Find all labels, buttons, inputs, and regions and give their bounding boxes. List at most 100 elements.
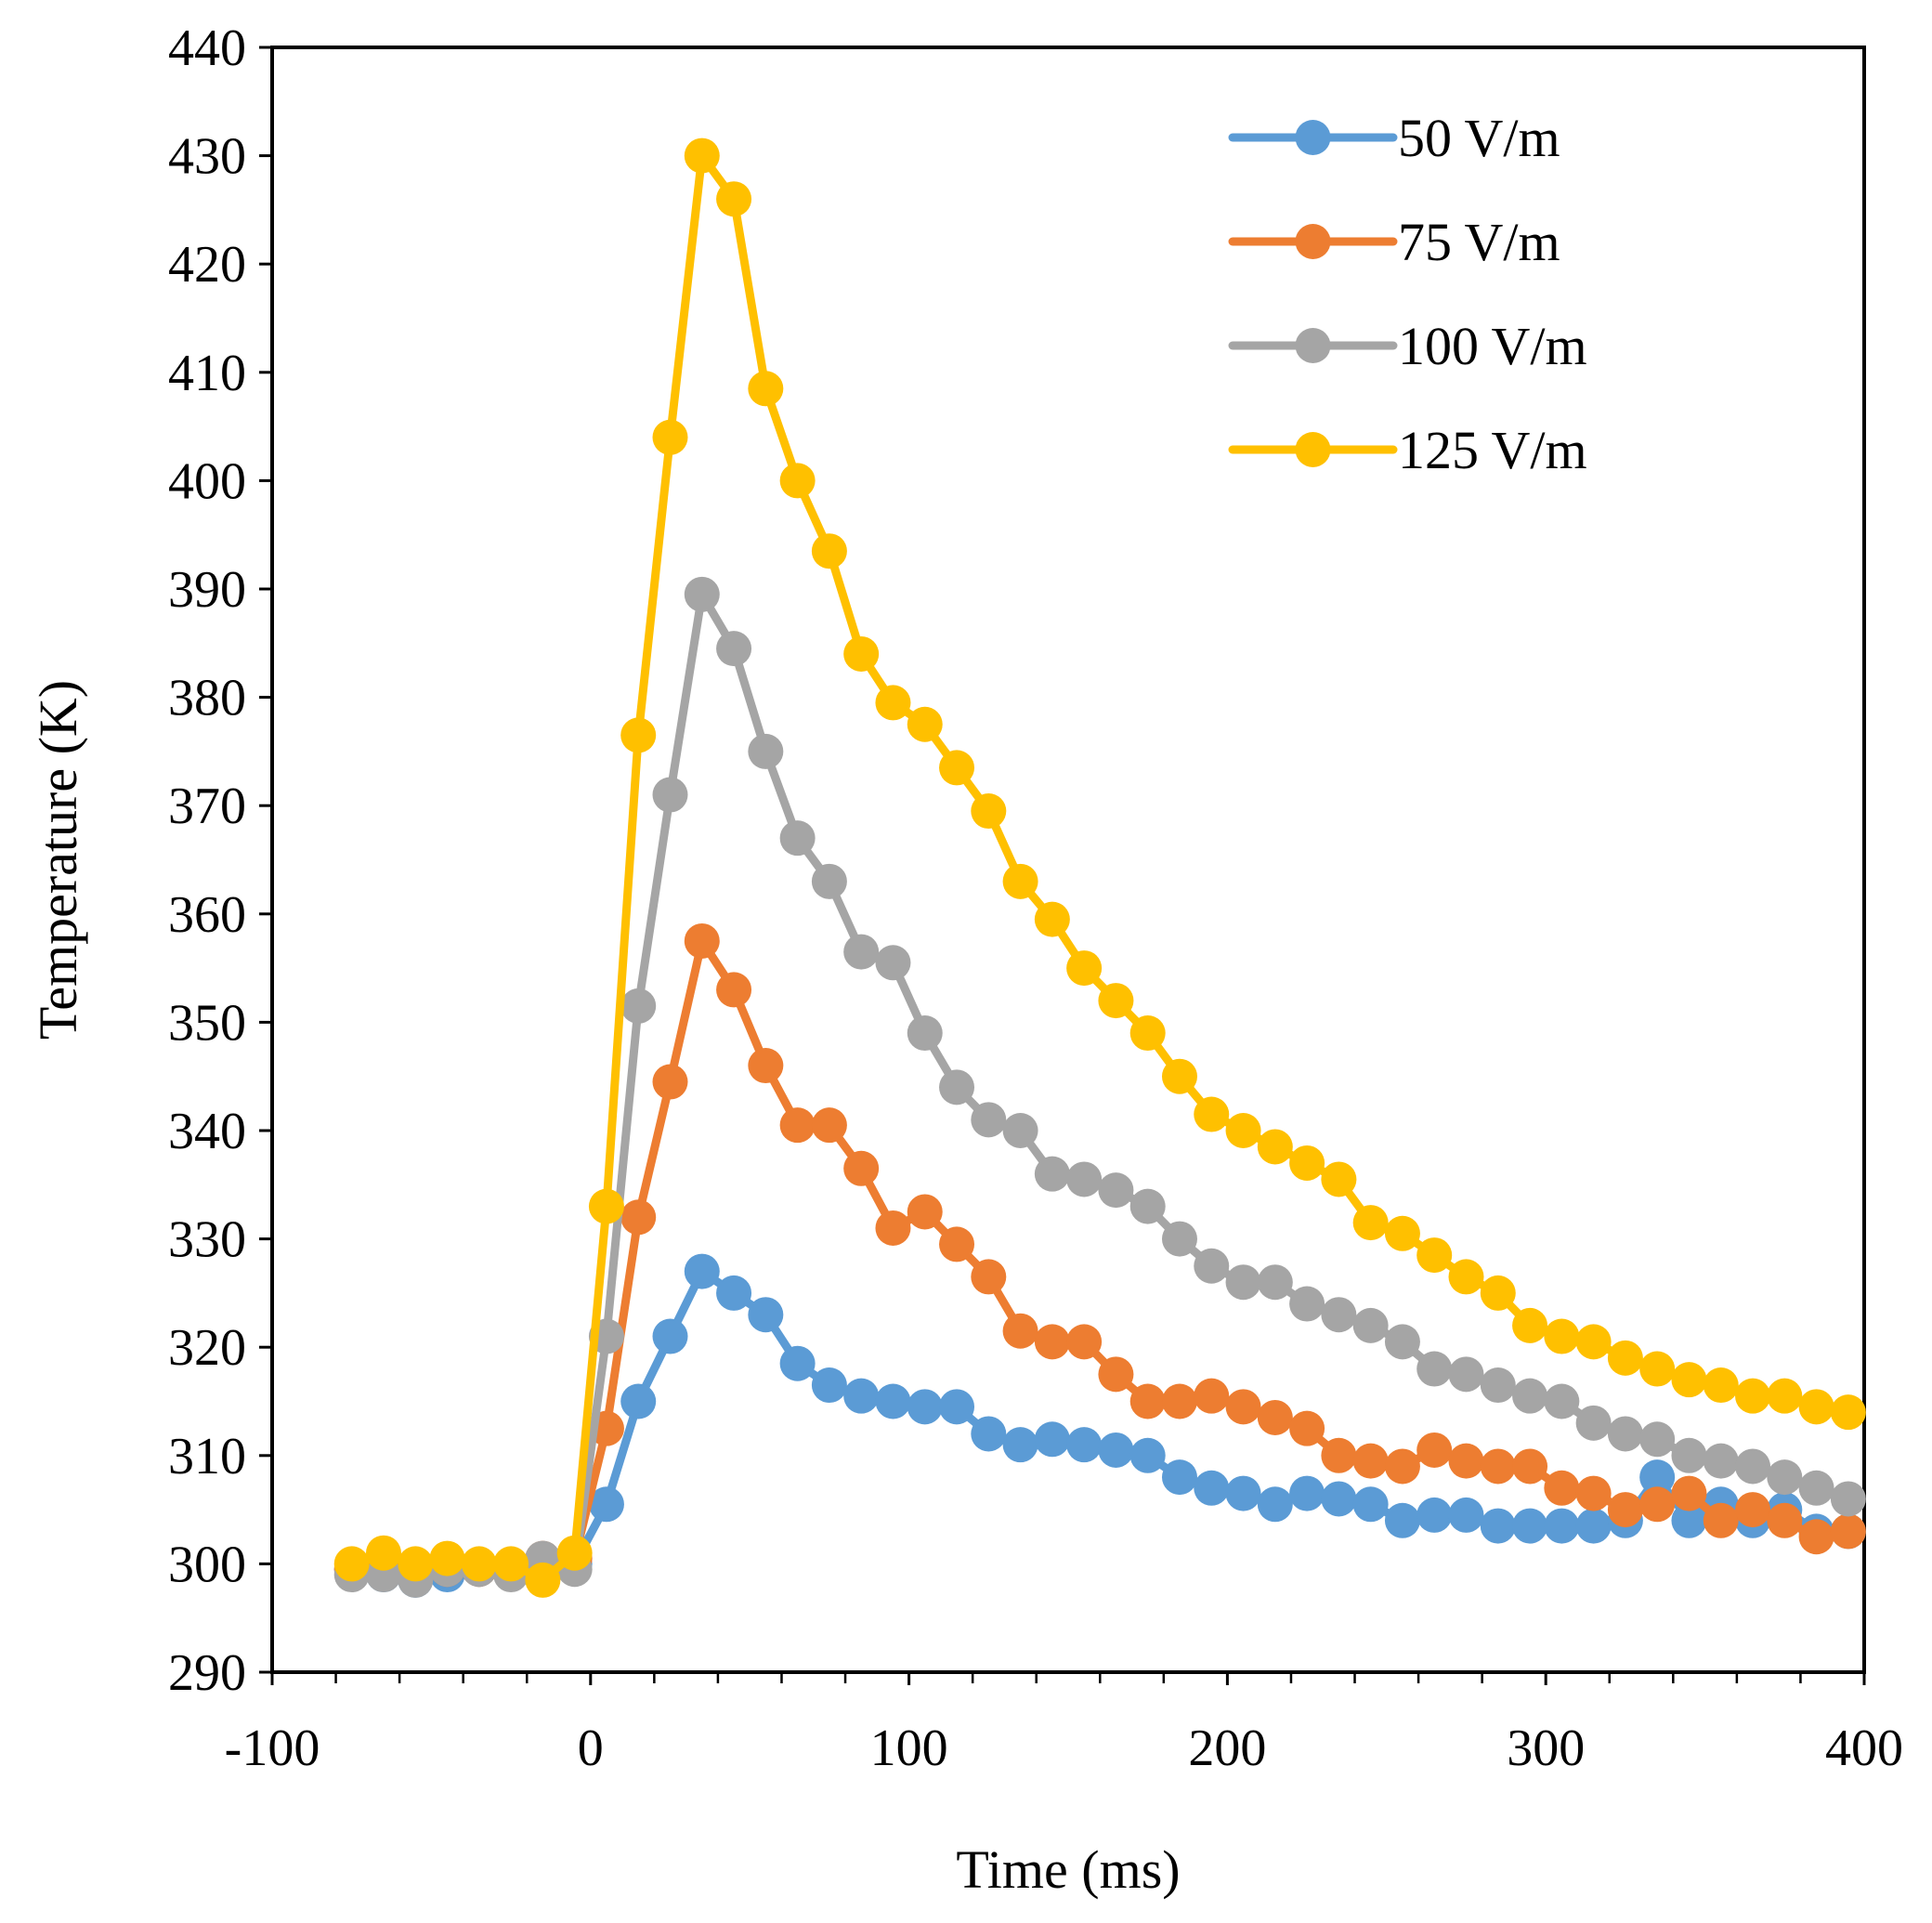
data-point [1671,1362,1707,1398]
data-point [1098,1432,1134,1468]
data-point [1512,1448,1548,1485]
data-point [1289,1145,1325,1181]
legend-swatch-marker [1295,120,1331,155]
y-tick-label: 340 [168,1103,246,1160]
data-point [1321,1437,1357,1473]
plot-area-frame [270,46,1866,1674]
y-tick-label: 390 [168,561,246,619]
data-point [1798,1470,1834,1506]
data-point [1194,1248,1230,1284]
data-point [1384,1215,1420,1251]
data-point [971,1102,1007,1138]
data-point [1225,1113,1261,1148]
series-125-v-m [333,137,1866,1598]
y-tick-label: 380 [168,670,246,727]
x-tick-label: -100 [225,1720,320,1777]
y-tick-label: 360 [168,886,246,944]
x-tick-label: 0 [578,1720,604,1777]
data-point [1002,1313,1038,1349]
data-point [1798,1389,1834,1425]
data-point [365,1535,401,1571]
data-point [716,972,752,1008]
data-point [1225,1389,1261,1425]
legend-swatch-marker [1295,432,1331,467]
data-point [1544,1383,1580,1419]
data-point [1607,1492,1643,1528]
data-point [1352,1205,1389,1241]
data-point [333,1546,370,1582]
data-point [620,717,657,753]
data-point [588,1486,624,1523]
data-point [971,1259,1007,1295]
data-point [1002,1113,1038,1148]
axis-ticks: 290 300 310 320 330 340 350 360 370 380 390 400 410 4… [168,20,1903,1777]
data-point [1830,1394,1866,1431]
data-point [875,1383,911,1419]
data-point [1034,1324,1070,1360]
data-point [1416,1237,1453,1274]
legend-item: 125 V/m [1228,420,1587,480]
data-point [1002,1427,1038,1463]
data-point [811,1367,847,1404]
data-point [939,1389,975,1425]
data-point [1225,1264,1261,1301]
series-group [333,137,1866,1598]
data-point [1480,1367,1516,1404]
legend-label: 75 V/m [1398,212,1560,272]
data-point [779,1107,816,1144]
data-point [1194,1378,1230,1414]
data-point [1066,1161,1103,1197]
data-point [1002,863,1038,899]
data-point [1767,1378,1803,1414]
data-point [1289,1286,1325,1322]
data-point [907,1015,943,1052]
data-point [1798,1519,1834,1555]
data-point [1575,1324,1612,1360]
data-point [1321,1161,1357,1197]
data-point [652,419,688,455]
x-tick-label: 100 [870,1720,948,1777]
data-point [1416,1497,1453,1533]
x-axis-title: Time (ms) [956,1839,1180,1900]
data-point [1416,1351,1453,1387]
data-point [1129,1437,1166,1473]
data-point [1161,1058,1197,1094]
data-point [1480,1508,1516,1544]
data-point [1257,1399,1293,1435]
y-tick-label: 330 [168,1211,246,1269]
data-point [556,1535,593,1571]
data-point [525,1562,561,1598]
data-point [1098,1356,1134,1393]
y-tick-label: 320 [168,1319,246,1377]
data-point [1607,1416,1643,1452]
y-tick-label: 350 [168,994,246,1052]
data-point [1225,1475,1261,1511]
data-point [1639,1421,1676,1458]
data-point [1512,1307,1548,1343]
data-point [1767,1502,1803,1538]
y-tick-label: 290 [168,1644,246,1702]
data-point [1703,1502,1739,1538]
data-point [1321,1297,1357,1333]
data-point [1480,1275,1516,1311]
y-tick-label: 300 [168,1536,246,1593]
y-tick-label: 410 [168,345,246,402]
data-point [1448,1497,1484,1533]
data-point [1703,1367,1739,1404]
data-point [1066,1324,1103,1360]
data-point [1352,1486,1389,1523]
data-point [811,533,847,569]
data-point [1544,1508,1580,1544]
y-tick-label: 310 [168,1428,246,1485]
y-tick-label: 370 [168,778,246,835]
data-point [1129,1188,1166,1224]
data-point [748,1297,784,1333]
legend: 50 V/m 75 V/m 100 V/m 125 V/m [1228,108,1587,480]
legend-swatch-marker [1295,328,1331,363]
data-point [1098,983,1134,1019]
data-point [843,635,880,672]
data-point [1575,1405,1612,1441]
data-point [971,793,1007,830]
legend-item: 50 V/m [1228,108,1560,168]
